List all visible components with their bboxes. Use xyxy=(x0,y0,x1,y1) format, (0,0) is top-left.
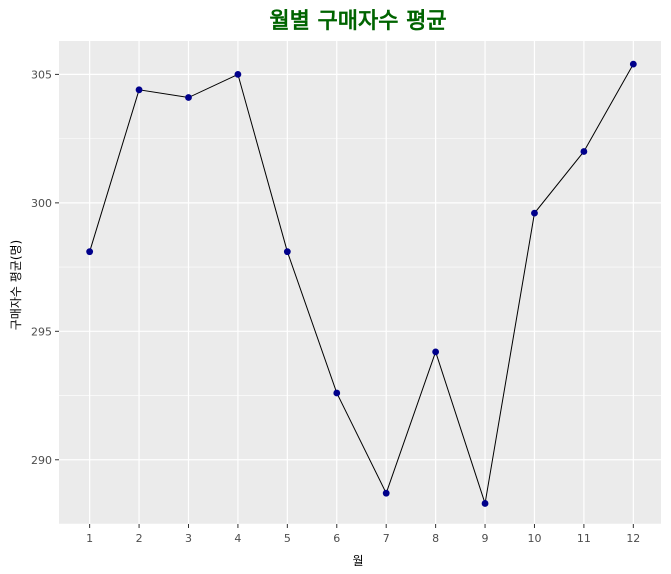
data-point xyxy=(234,70,242,78)
series-line-layer xyxy=(89,63,634,504)
data-point xyxy=(382,489,390,497)
x-tick-label: 6 xyxy=(333,532,340,545)
data-point xyxy=(283,248,291,256)
x-tick-label: 7 xyxy=(383,532,390,545)
y-axis-ticks: 290 295 300 305 xyxy=(31,68,59,467)
x-tick-label: 1 xyxy=(86,532,93,545)
y-tick-label: 300 xyxy=(31,197,52,210)
chart-title: 월별 구매자수 평균 xyxy=(269,9,446,34)
data-point xyxy=(580,148,588,155)
x-axis-ticks: 1 2 3 4 5 6 7 8 9 10 11 12 xyxy=(86,524,640,545)
gridlines xyxy=(59,41,661,525)
y-tick-label: 295 xyxy=(31,325,52,338)
panel-background xyxy=(59,41,661,524)
x-tick-label: 5 xyxy=(284,532,291,545)
x-tick-label: 4 xyxy=(234,532,241,545)
data-point xyxy=(185,94,192,101)
data-point xyxy=(531,209,538,217)
x-tick-label: 3 xyxy=(185,532,192,545)
x-tick-label: 12 xyxy=(626,532,640,545)
data-point xyxy=(333,389,341,397)
y-tick-label: 290 xyxy=(31,454,52,467)
data-point xyxy=(432,348,440,356)
data-point xyxy=(86,248,94,256)
x-tick-label: 2 xyxy=(136,532,143,545)
data-points xyxy=(86,60,637,507)
data-point xyxy=(629,60,637,68)
data-point xyxy=(481,500,489,507)
y-axis-title: 구매자수 평균(명) xyxy=(9,240,23,330)
x-axis-title: 월 xyxy=(352,554,363,568)
x-tick-label: 9 xyxy=(482,532,489,545)
x-tick-label: 10 xyxy=(527,532,541,545)
data-point xyxy=(135,86,143,94)
y-tick-label: 305 xyxy=(31,68,52,81)
x-tick-label: 11 xyxy=(577,532,591,545)
x-tick-label: 8 xyxy=(432,532,439,545)
series-line xyxy=(89,63,634,504)
